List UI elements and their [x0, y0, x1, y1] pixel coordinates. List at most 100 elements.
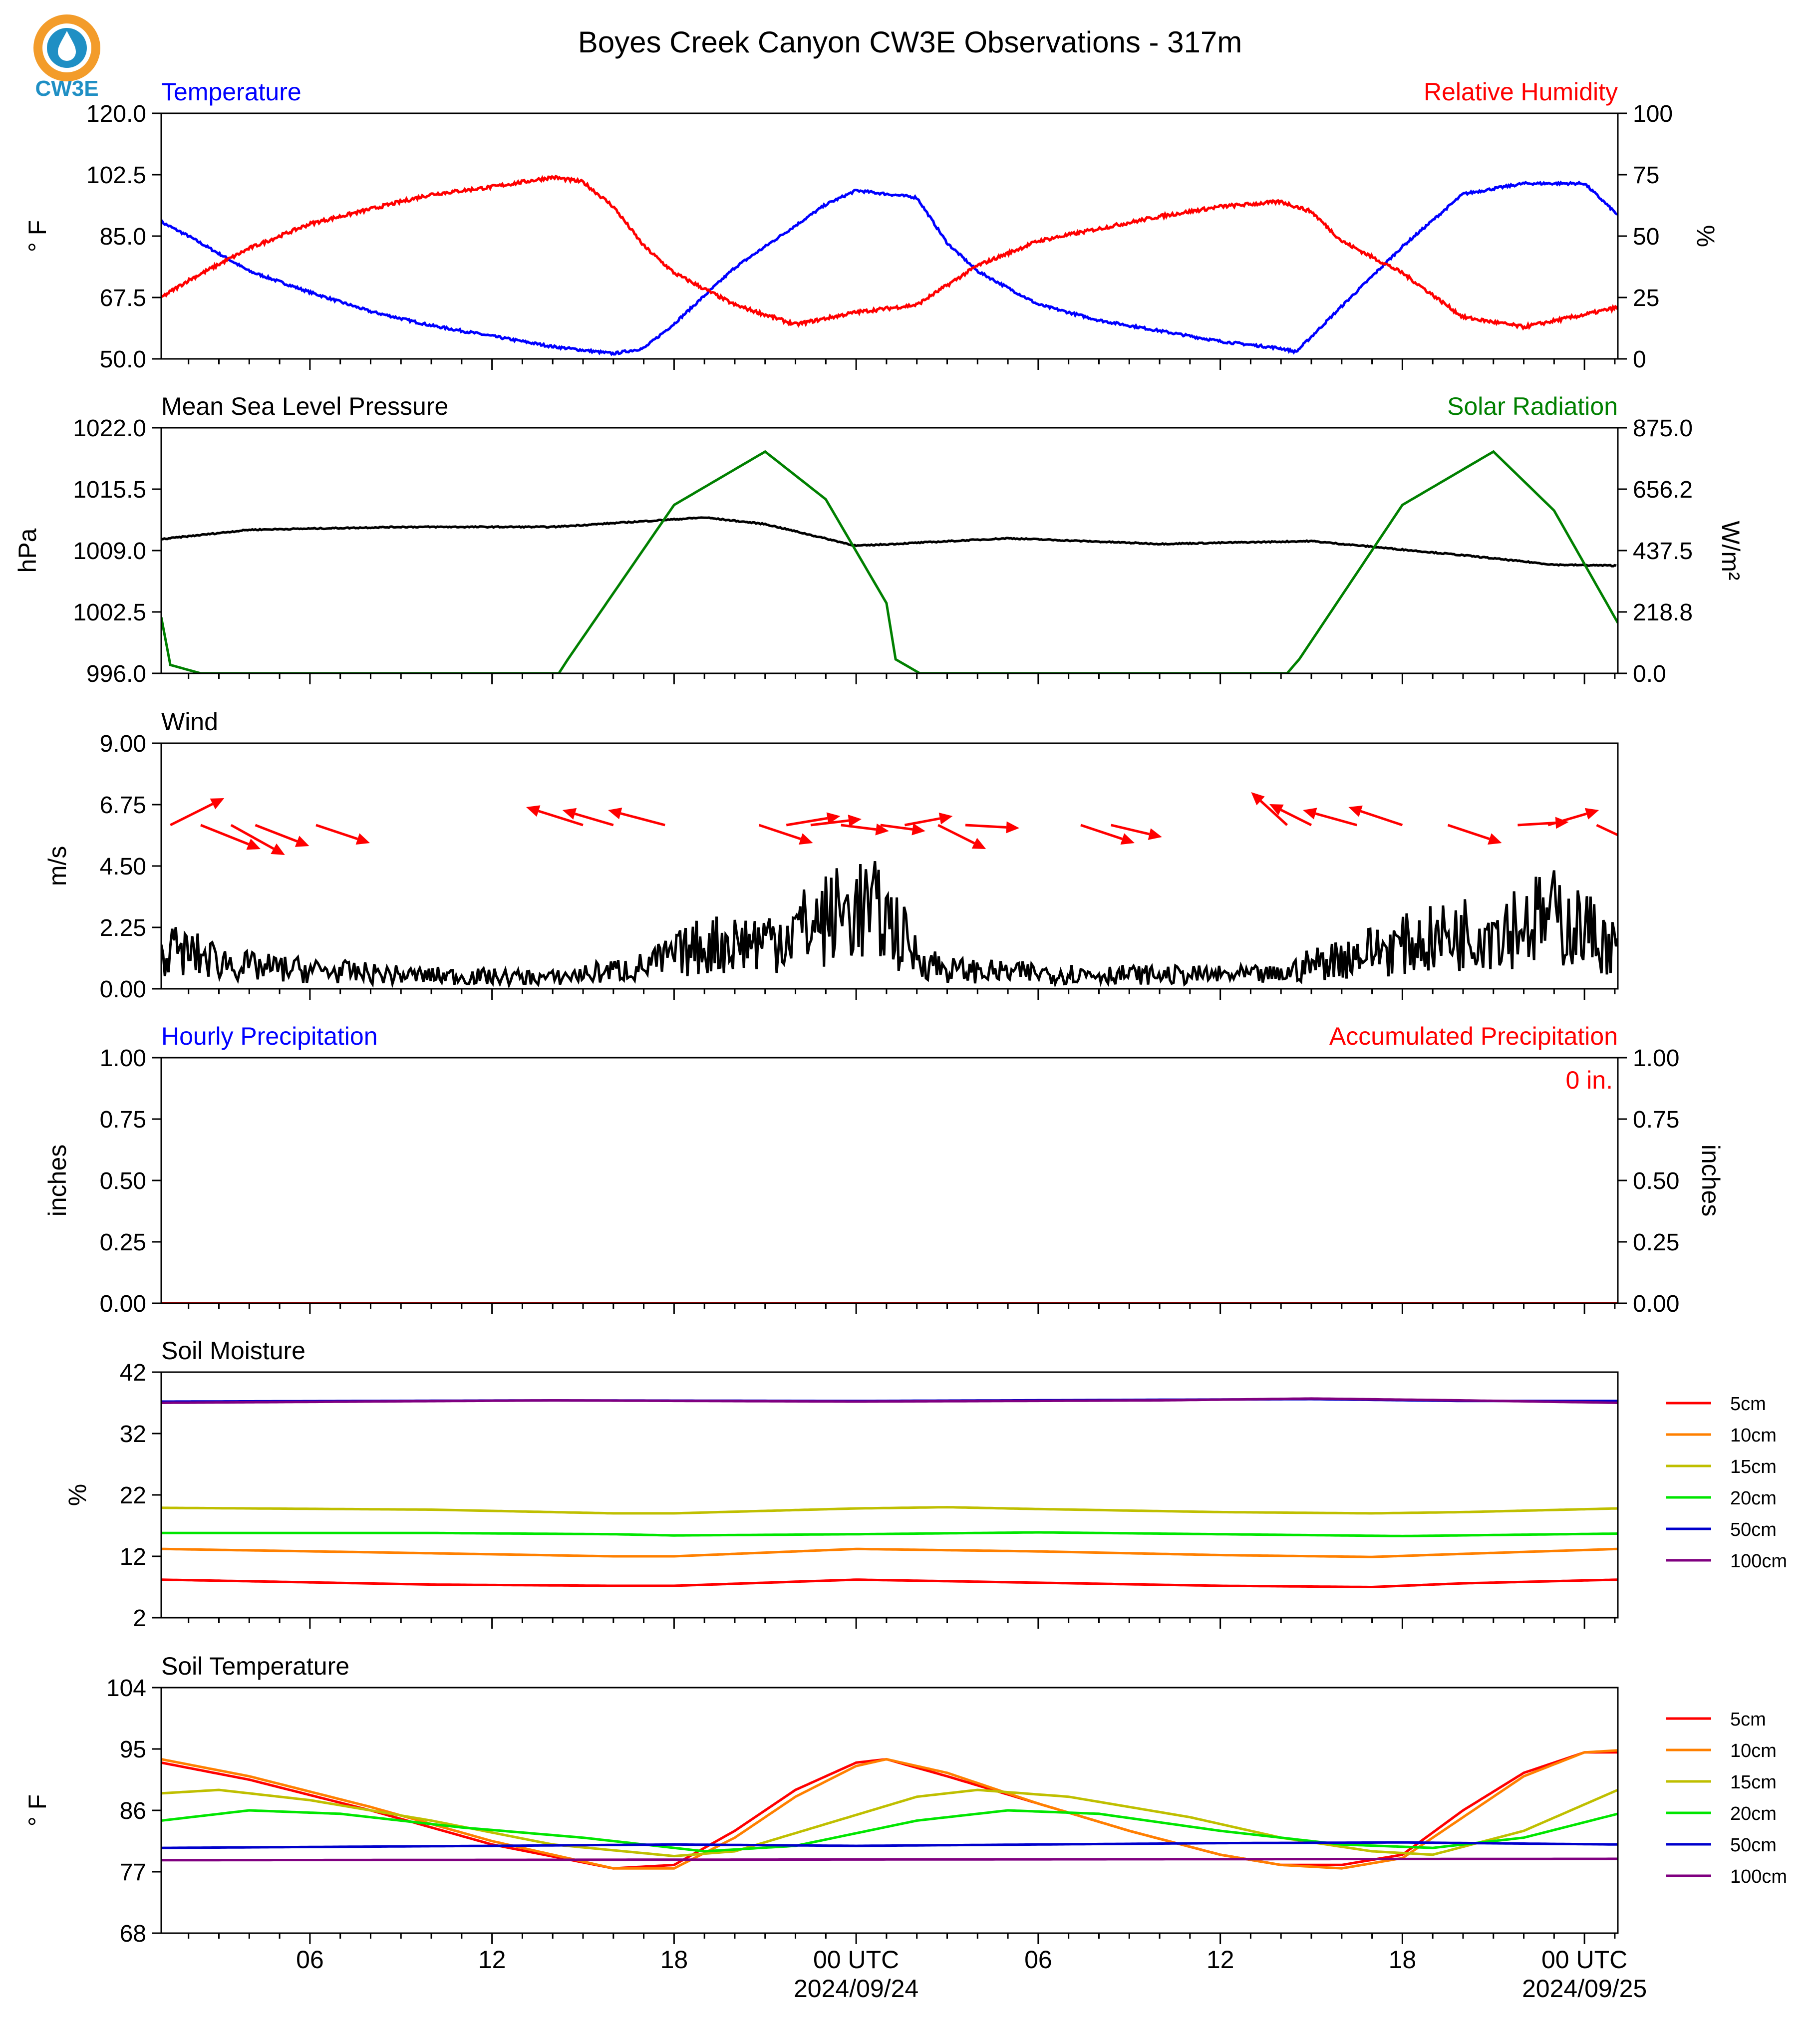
y-tick-label: 1002.5 [73, 599, 146, 626]
y-tick-label: 4.50 [100, 854, 146, 880]
panel-frame [160, 112, 1619, 360]
legend-label: 15cm [1730, 1772, 1777, 1793]
series-line-15cm [161, 1506, 1618, 1515]
logo-ring-icon [33, 14, 100, 81]
wind-arrow [1447, 824, 1502, 845]
panel-title-right: Accumulated Precipitation [1329, 1022, 1618, 1050]
wind-arrow [1111, 824, 1162, 840]
y-tick-label: 50.0 [100, 346, 146, 373]
panel-pressure-solar: Mean Sea Level Pressure Solar Radiation 99… [13, 392, 1745, 687]
wind-arrow-shaft [1547, 812, 1587, 827]
wind-arrow-head [799, 833, 813, 845]
wind-arrow [526, 805, 584, 827]
y-tick-label: 120.0 [86, 101, 146, 127]
panel-soil-moisture: Soil Moisture 2 12 22 32 42% 5cm 10cm 15cm 20cm 50… [63, 1337, 1787, 1632]
logo-text: CW3E [35, 76, 98, 101]
y-tick-label: 0.00 [100, 1291, 146, 1317]
legend-label: 15cm [1730, 1456, 1777, 1477]
y-tick-label: 1009.0 [73, 538, 146, 565]
series-line-20cm [161, 1809, 1618, 1853]
legend-label: 100cm [1730, 1866, 1787, 1887]
x-tick-label: 06 [296, 1946, 324, 1974]
series-line-100cm [161, 1857, 1618, 1862]
series-line-20cm [161, 1531, 1618, 1537]
wind-arrow [841, 823, 889, 836]
y-axis-label: % [63, 1484, 91, 1506]
y-tick-label-right: 100 [1633, 101, 1673, 127]
wind-arrow-shaft [758, 824, 801, 841]
wind-arrow-shaft [575, 812, 614, 827]
wind-arrow-shaft [1259, 800, 1288, 826]
panel-temperature-rh: Temperature Relative Humidity 50.0 67.5 85.0… [23, 78, 1720, 373]
cw3e-logo: CW3E [33, 14, 100, 101]
y-axis-label-right: inches [1697, 1145, 1725, 1217]
series-line-5cm [161, 1578, 1618, 1588]
y-tick-label-right: 50 [1633, 224, 1659, 250]
wind-arrow [1517, 817, 1569, 829]
legend-label: 10cm [1730, 1740, 1777, 1761]
wind-arrow-head [210, 798, 225, 810]
wind-arrow [810, 815, 862, 827]
y-tick-label-right: 75 [1633, 162, 1659, 189]
y-tick-label-right: 0.50 [1633, 1168, 1679, 1194]
panel-frame [160, 742, 1619, 990]
series-line-10cm [161, 1547, 1618, 1558]
panel-title-left: Soil Temperature [161, 1652, 349, 1680]
wind-arrow-shaft [965, 824, 1007, 829]
legend-label: 50cm [1730, 1835, 1777, 1856]
x-tick-label: 06 [1024, 1946, 1052, 1974]
panel-frame [160, 1371, 1619, 1619]
wind-arrow-shaft [1315, 812, 1357, 827]
y-tick-label-right: 0.00 [1633, 1291, 1679, 1317]
figure-title: Boyes Creek Canyon CW3E Observations - 3… [578, 25, 1242, 59]
wind-arrow-head [1120, 833, 1135, 845]
wind-arrow-head [1148, 828, 1162, 840]
y-tick-label: 86 [120, 1798, 146, 1824]
wind-arrow [255, 824, 309, 847]
y-tick-label: 1022.0 [73, 415, 146, 442]
wind-arrow-head [911, 823, 925, 836]
accumulated-total: 0 in. [1565, 1066, 1613, 1094]
x-tick-label: 18 [660, 1946, 688, 1974]
y-tick-label-right: 656.2 [1633, 477, 1693, 503]
wind-arrow [1251, 792, 1288, 826]
panel-wind: Wind 0.00 2.25 4.50 6.75 9.00 m/s [43, 708, 1619, 1003]
y-tick-label: 6.75 [100, 792, 146, 819]
y-axis-label: m/s [43, 846, 71, 886]
wind-arrow-shaft [1080, 824, 1123, 841]
y-tick-label: 42 [120, 1360, 146, 1386]
x-tick-label: 00 UTC [813, 1946, 899, 1974]
wind-arrow-head [295, 836, 309, 847]
y-tick-label: 12 [120, 1544, 146, 1570]
y-tick-label-right: 218.8 [1633, 599, 1693, 626]
panel-frame [160, 1057, 1619, 1304]
wind-arrow-shaft [1280, 809, 1312, 827]
y-axis-label: ° F [23, 220, 51, 252]
y-axis-label: inches [43, 1145, 71, 1217]
panel-title-left: Hourly Precipitation [161, 1022, 378, 1050]
wind-arrow [758, 824, 813, 845]
legend-label: 20cm [1730, 1803, 1777, 1824]
y-axis-label: hPa [13, 528, 41, 573]
wind-arrow [170, 798, 225, 827]
panel-frame [160, 427, 1619, 674]
wind-arrow-shaft [1517, 822, 1556, 827]
panel-soil-temperature: Soil Temperature 68 77 86 95 104 ° F 5cm 10cm 15c… [23, 1652, 1787, 2003]
wind-arrow-shaft [786, 817, 828, 827]
wind-arrow [786, 812, 841, 827]
series-line-wind [161, 861, 1618, 989]
y-axis-label: ° F [23, 1794, 51, 1826]
wind-arrow-shaft [620, 812, 665, 827]
wind-arrow-shaft [1111, 824, 1150, 836]
wind-arrow-head [271, 843, 285, 855]
wind-arrow-head [875, 823, 889, 836]
wind-arrow-head [971, 838, 986, 849]
legend-label: 5cm [1730, 1394, 1766, 1415]
wind-arrow [1303, 808, 1357, 827]
y-tick-label: 104 [106, 1675, 146, 1702]
y-tick-label: 2 [133, 1605, 146, 1632]
y-tick-label: 1.00 [100, 1045, 146, 1072]
y-axis-label-right: W/m² [1717, 521, 1745, 580]
y-tick-label: 0.75 [100, 1107, 146, 1133]
